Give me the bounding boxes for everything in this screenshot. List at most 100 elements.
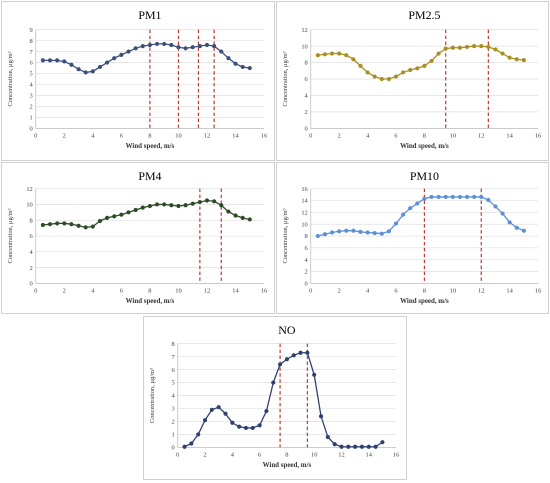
data-point-pm1-12: [126, 49, 131, 54]
y-tick-label-no-0: 0: [172, 445, 175, 452]
y-tick-label-pm25-2: 4: [305, 93, 309, 100]
data-point-pm4-10: [112, 214, 117, 219]
data-point-pm4-4: [69, 222, 74, 227]
y-tick-label-no-3: 3: [172, 406, 175, 413]
x-tick-label-pm25-2: 4: [366, 132, 370, 139]
chart-title-pm4: PM4: [138, 169, 161, 183]
data-point-pm10-2: [329, 230, 335, 235]
data-point-pm4-0: [40, 222, 45, 228]
data-point-pm25-17: [436, 51, 441, 56]
data-point-no-18: [305, 350, 310, 355]
data-point-pm25-18: [443, 46, 448, 51]
y-tick-label-pm10-8: 16: [301, 186, 308, 193]
x-tick-label-pm4-8: 16: [261, 287, 268, 294]
data-point-pm25-0: [315, 53, 320, 58]
data-point-pm4-6: [83, 225, 88, 230]
data-point-pm4-2: [55, 221, 60, 226]
data-point-no-17: [298, 350, 303, 355]
x-tick-label-pm1-2: 4: [91, 132, 95, 139]
data-point-pm4-17: [162, 202, 167, 207]
y-tick-label-pm1-5: 5: [30, 71, 33, 78]
data-point-pm10-7: [365, 230, 370, 235]
data-point-pm1-21: [190, 45, 195, 50]
y-tick-label-pm25-6: 12: [301, 27, 307, 34]
data-point-pm10-5: [351, 228, 356, 233]
y-tick-label-pm4-1: 2: [30, 265, 33, 272]
y-axis-label-pm25: Concentration, µg/m³: [282, 51, 289, 106]
data-point-pm10-3: [337, 229, 342, 234]
data-point-pm1-23: [204, 42, 210, 48]
data-point-pm4-23: [204, 198, 210, 203]
data-point-pm1-18: [169, 42, 174, 48]
data-point-pm25-13: [408, 67, 413, 73]
data-point-no-0: [182, 444, 187, 449]
data-point-pm1-17: [162, 41, 167, 46]
data-point-pm10-18: [443, 194, 448, 200]
data-point-pm4-21: [190, 201, 195, 206]
x-tick-label-pm10-4: 8: [423, 287, 426, 294]
y-axis-label-pm10: Concentration, µg/m³: [282, 208, 289, 263]
y-tick-label-pm10-5: 10: [301, 221, 307, 228]
data-point-pm25-12: [401, 70, 406, 75]
data-point-pm25-8: [372, 74, 377, 79]
y-tick-label-pm10-6: 12: [301, 210, 307, 217]
x-tick-label-pm10-1: 2: [338, 287, 341, 294]
x-tick-label-pm25-5: 10: [450, 132, 456, 139]
y-tick-label-pm10-4: 8: [305, 233, 308, 240]
data-point-pm25-9: [379, 76, 384, 82]
y-tick-label-pm25-3: 6: [305, 76, 309, 83]
data-point-pm1-25: [219, 49, 224, 54]
y-tick-label-pm10-2: 4: [305, 257, 309, 264]
data-point-pm4-1: [47, 222, 53, 227]
chart-panel-no: NO 0 1 2 3 4 5 6 7 8 0 2 4 6 8 10 12 14 16 Wind speed, m/s C…: [143, 316, 407, 480]
x-tick-label-pm4-1: 2: [63, 287, 66, 294]
data-point-pm1-20: [183, 46, 188, 51]
y-axis-label-pm1: Concentration, µg/m³: [7, 51, 14, 106]
data-point-pm1-28: [240, 64, 245, 70]
data-point-pm4-15: [147, 203, 152, 209]
x-tick-label-pm10-3: 6: [394, 287, 398, 294]
y-tick-label-pm10-7: 14: [301, 198, 308, 205]
x-tick-label-pm25-3: 6: [394, 132, 398, 139]
data-point-pm1-0: [40, 58, 45, 63]
data-point-pm25-6: [358, 63, 363, 68]
data-point-pm10-28: [514, 225, 519, 230]
data-point-pm25-27: [507, 55, 512, 60]
data-point-no-1: [189, 441, 194, 446]
data-point-pm25-24: [486, 44, 491, 50]
data-point-pm25-25: [493, 47, 498, 52]
y-tick-label-no-2: 2: [172, 419, 175, 426]
x-tick-label-no-8: 16: [393, 451, 400, 458]
data-point-no-19: [312, 372, 317, 377]
data-point-no-15: [284, 357, 289, 362]
y-tick-label-pm4-6: 12: [26, 186, 32, 193]
x-tick-label-pm4-3: 6: [120, 287, 124, 294]
chart-panel-pm1: PM1 0 1 2 3 4 5 6 7 8 9 0 2 4 6 8 10 12 14 16 Wind speed, m/…: [1, 1, 275, 161]
data-point-pm4-24: [212, 199, 217, 204]
data-point-no-3: [202, 418, 208, 423]
data-point-pm1-11: [119, 52, 124, 57]
y-tick-label-pm1-2: 2: [30, 104, 33, 111]
x-tick-label-pm1-0: 0: [34, 132, 37, 139]
data-point-pm25-4: [344, 53, 349, 58]
data-point-no-29: [380, 440, 385, 445]
data-point-pm4-18: [169, 203, 174, 208]
chart-title-pm25: PM2.5: [408, 8, 440, 22]
data-point-pm4-9: [105, 215, 110, 220]
data-point-pm25-3: [337, 51, 342, 56]
y-tick-label-pm25-4: 8: [305, 60, 308, 67]
data-point-no-22: [332, 442, 337, 447]
data-point-pm1-19: [176, 45, 181, 50]
x-tick-label-pm4-0: 0: [34, 287, 37, 294]
data-point-pm1-1: [47, 58, 53, 63]
data-point-pm10-22: [472, 194, 477, 200]
chart-panel-pm10: PM10 0 2 4 6 8 10 12 14 16 0 2 4 6 8 10 12 14 16 Wind speed…: [276, 162, 549, 314]
x-tick-label-no-5: 10: [311, 451, 317, 458]
data-point-pm4-28: [240, 215, 245, 220]
data-point-pm1-15: [147, 42, 152, 48]
data-point-pm10-8: [372, 230, 377, 236]
chart-svg-pm10: PM10 0 2 4 6 8 10 12 14 16 0 2 4 6 8 10 12 14 16 Wind speed…: [282, 169, 542, 305]
data-point-pm10-10: [386, 229, 391, 234]
x-tick-label-pm25-7: 14: [506, 132, 513, 139]
